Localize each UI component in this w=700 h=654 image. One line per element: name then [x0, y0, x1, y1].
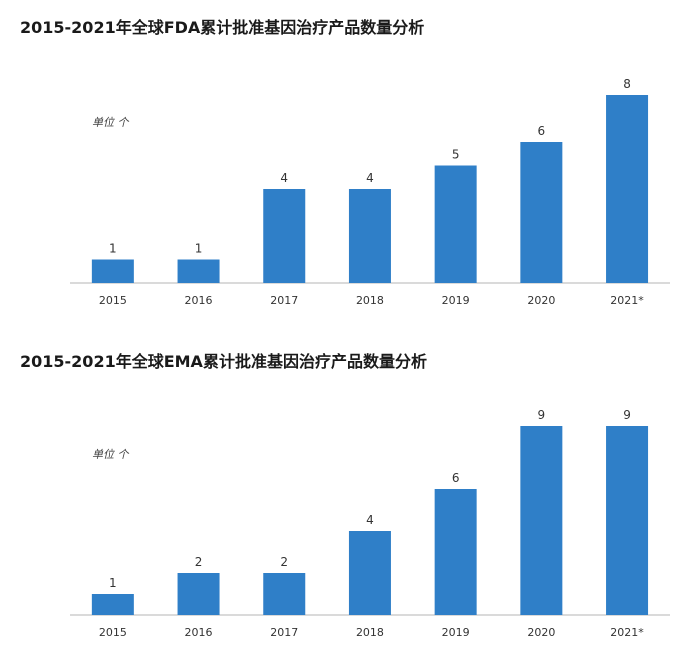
data-label: 5 — [452, 148, 460, 162]
data-label: 4 — [366, 513, 374, 527]
bar — [263, 573, 306, 615]
data-label: 6 — [538, 124, 546, 138]
bar — [520, 142, 563, 283]
x-tick-label: 2015 — [99, 626, 127, 639]
x-tick: 2020 — [527, 626, 555, 639]
data-label: 8 — [623, 77, 631, 91]
unit-label: 单位 个 — [92, 116, 129, 129]
bar — [177, 573, 220, 615]
x-tick-label: 2016 — [185, 294, 213, 307]
x-tick: 2018 — [356, 626, 384, 639]
bar — [520, 426, 563, 615]
x-tick-label: 2018 — [356, 294, 384, 307]
chart-title: 2015-2021年全球FDA累计批准基因治疗产品数量分析 — [20, 18, 425, 37]
bar — [263, 189, 306, 283]
x-tick: 2015 — [99, 294, 127, 307]
data-label: 1 — [109, 242, 117, 256]
bar — [177, 259, 220, 283]
x-tick-label: 2019 — [442, 294, 470, 307]
x-tick: 2019 — [442, 626, 470, 639]
fda-chart-panel: 2015-2021年全球FDA累计批准基因治疗产品数量分析 单位 个 1 2015… — [20, 18, 670, 307]
x-tick-label: 2017 — [270, 294, 298, 307]
data-label: 6 — [452, 471, 460, 485]
fda-bar-chart: 1 2015 1 2016 4 2017 4 2018 5 2019 6 2020 8 2021* — [70, 77, 670, 307]
x-tick: 2017 — [270, 294, 298, 307]
x-tick-label: 2019 — [442, 626, 470, 639]
data-label: 2 — [280, 555, 288, 569]
ema-chart-panel: 2015-2021年全球EMA累计批准基因治疗产品数量分析 单位 个 1 2015… — [0, 330, 700, 654]
x-tick-label: 2021* — [610, 626, 644, 639]
data-label: 9 — [623, 408, 631, 422]
unit-label: 单位 个 — [92, 448, 129, 461]
x-tick: 2015 — [99, 626, 127, 639]
data-label: 4 — [280, 171, 288, 185]
bar — [434, 489, 477, 615]
x-tick: 2021* — [610, 294, 644, 307]
x-tick-label: 2020 — [527, 294, 555, 307]
x-tick: 2021* — [610, 626, 644, 639]
data-label: 1 — [195, 242, 203, 256]
x-tick: 2018 — [356, 294, 384, 307]
bar — [91, 259, 134, 283]
ema-bar-chart: 1 2015 2 2016 2 2017 4 2018 6 2019 9 2020 9 2021* — [70, 408, 670, 639]
x-tick-label: 2018 — [356, 626, 384, 639]
chart-title: 2015-2021年全球EMA累计批准基因治疗产品数量分析 — [20, 352, 427, 371]
data-label: 9 — [538, 408, 546, 422]
x-tick: 2016 — [185, 626, 213, 639]
data-label: 4 — [366, 171, 374, 185]
x-tick-label: 2015 — [99, 294, 127, 307]
bar — [606, 95, 649, 283]
bar — [91, 594, 134, 615]
data-label: 1 — [109, 576, 117, 590]
x-tick-label: 2020 — [527, 626, 555, 639]
data-label: 2 — [195, 555, 203, 569]
x-tick-label: 2017 — [270, 626, 298, 639]
bar — [348, 189, 391, 283]
x-tick: 2020 — [527, 294, 555, 307]
bar — [434, 165, 477, 283]
x-tick: 2017 — [270, 626, 298, 639]
bar — [606, 426, 649, 615]
x-tick: 2016 — [185, 294, 213, 307]
x-tick-label: 2021* — [610, 294, 644, 307]
bar — [348, 531, 391, 615]
x-tick-label: 2016 — [185, 626, 213, 639]
x-tick: 2019 — [442, 294, 470, 307]
